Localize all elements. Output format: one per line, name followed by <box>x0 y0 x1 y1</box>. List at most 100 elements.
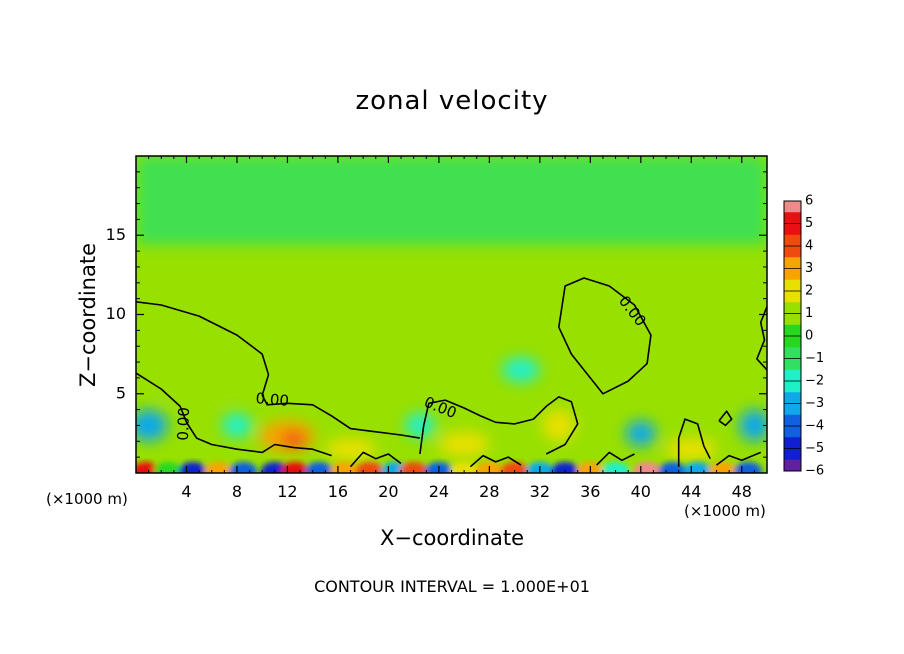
colorbar-swatch <box>784 403 801 416</box>
colorbar-label: 1 <box>805 306 813 321</box>
x-tick-label: 40 <box>631 482 651 501</box>
colorbar-swatch <box>784 313 801 326</box>
y-axis: 5 10 15 <box>106 171 767 458</box>
surface-layer <box>136 462 762 473</box>
x-unit-right: (×1000 m) <box>684 502 766 520</box>
field-feature <box>542 409 576 442</box>
field-feature <box>404 412 436 439</box>
x-tick-label: 44 <box>681 482 701 501</box>
surface-feature <box>601 462 630 473</box>
contour-line-zero <box>677 418 711 467</box>
contour-label: 0.00 <box>174 407 193 441</box>
x-tick-label: 8 <box>232 482 242 501</box>
upper-layer-band <box>136 156 767 245</box>
x-axis: 4 8 12 16 20 24 28 32 36 40 44 48 <box>148 156 755 501</box>
x-tick-label: 36 <box>580 482 600 501</box>
colorbar-swatch <box>784 459 801 472</box>
colorbar-swatch <box>784 212 801 224</box>
field-feature <box>221 412 253 439</box>
y-tick-label: 5 <box>116 383 126 402</box>
colorbar-swatch <box>784 426 801 438</box>
colorbar-swatch <box>784 246 801 258</box>
colorbar-label: −5 <box>805 441 824 456</box>
colorbar-swatch <box>784 381 801 393</box>
colorbar-label: −6 <box>805 464 824 479</box>
colorbar-swatch <box>784 414 801 427</box>
colorbar-swatch <box>784 268 801 281</box>
surface-feature <box>399 462 428 473</box>
colorbar-swatch <box>784 347 801 359</box>
x-tick-label: 28 <box>479 482 499 501</box>
contour-line-zero <box>596 451 635 466</box>
colorbar-swatch <box>784 369 801 382</box>
surface-feature <box>551 462 579 473</box>
y-tick-label: 10 <box>106 304 126 323</box>
surface-feature <box>450 462 478 473</box>
colorbar-label: −2 <box>805 374 824 389</box>
x-axis-label: X−coordinate <box>380 526 524 550</box>
colorbar-swatch <box>784 336 801 348</box>
surface-feature <box>305 462 333 473</box>
colorbar-label: 2 <box>805 284 813 299</box>
x-tick-label: 32 <box>530 482 550 501</box>
colorbar-swatch <box>784 234 801 247</box>
colorbar-label: 5 <box>805 216 813 231</box>
y-axis-label: Z−coordinate <box>76 243 100 387</box>
contour-line-zero <box>756 306 767 371</box>
field-feature <box>739 409 767 442</box>
surface-feature <box>281 462 309 473</box>
surface-feature <box>734 462 762 473</box>
chart-title: zonal velocity <box>355 86 549 116</box>
surface-feature <box>658 462 687 473</box>
contour-line-zero <box>136 372 332 457</box>
contour-line-zero <box>419 396 579 455</box>
contour-label: 0.00 <box>255 389 290 410</box>
x-tick-label: 20 <box>378 482 398 501</box>
contour-line-zero <box>718 410 733 427</box>
surface-feature <box>153 462 182 473</box>
y-tick-label: 15 <box>106 225 126 244</box>
colorbar-swatch <box>784 358 801 371</box>
colorbar-swatch <box>784 324 801 337</box>
contour-interval-note: CONTOUR INTERVAL = 1.000E+01 <box>314 577 590 596</box>
field-feature <box>136 306 263 402</box>
surface-feature <box>355 462 384 473</box>
contour-lines <box>136 277 767 468</box>
surface-feature <box>178 462 207 473</box>
x-unit-left: (×1000 m) <box>46 490 128 508</box>
field-feature <box>501 357 540 383</box>
contour-line-zero <box>469 454 522 468</box>
surface-feature <box>204 462 232 473</box>
colorbar-swatch <box>784 223 801 236</box>
velocity-field <box>136 156 767 473</box>
colorbar-swatch <box>784 279 801 292</box>
surface-feature <box>708 462 737 473</box>
surface-feature <box>229 462 258 473</box>
field-feature <box>136 409 168 442</box>
surface-feature <box>330 462 359 473</box>
colorbar-label: −1 <box>805 351 824 366</box>
colorbar-label: −3 <box>805 396 824 411</box>
colorbar: 6 5 4 3 2 1 0 −1 −2 −3 −4 −5 −6 <box>783 194 824 479</box>
colorbar-swatch <box>784 302 801 314</box>
surface-feature <box>633 462 661 473</box>
colorbar-swatch <box>784 201 801 213</box>
colorbar-swatch <box>784 291 801 303</box>
colorbar-label: 0 <box>805 329 813 344</box>
colorbar-label: 4 <box>805 239 813 254</box>
field-feature <box>325 438 376 461</box>
x-tick-label: 48 <box>732 482 752 501</box>
x-tick-label: 4 <box>181 482 191 501</box>
x-tick-label: 16 <box>328 482 348 501</box>
field-feature <box>438 431 490 458</box>
colorbar-label: 3 <box>805 261 813 276</box>
surface-feature <box>500 462 529 473</box>
x-tick-label: 24 <box>429 482 449 501</box>
x-tick-label: 12 <box>277 482 297 501</box>
colorbar-swatch <box>784 448 801 461</box>
colorbar-swatch <box>784 392 801 404</box>
colorbar-swatch <box>784 257 801 269</box>
colorbar-label: −4 <box>805 419 824 434</box>
field-feature <box>281 431 307 448</box>
